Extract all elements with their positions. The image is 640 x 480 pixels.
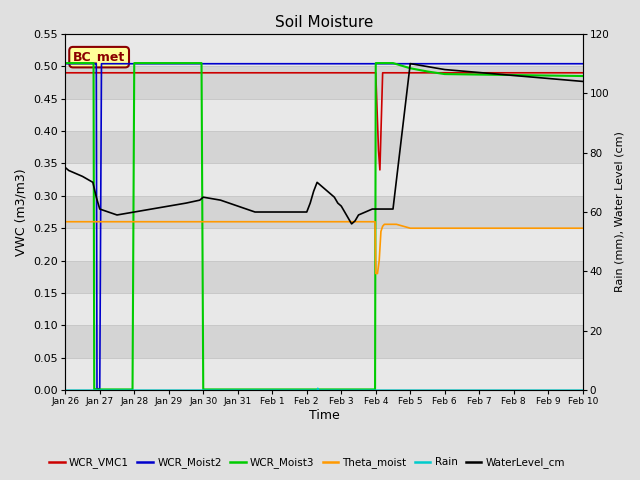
Bar: [65, 358, 583, 390]
Bar: [65, 293, 583, 325]
Bar: [65, 261, 583, 293]
X-axis label: Time: Time: [308, 409, 339, 422]
Bar: [65, 228, 583, 261]
Bar: [65, 131, 583, 164]
Y-axis label: Rain (mm), Water Level (cm): Rain (mm), Water Level (cm): [615, 132, 625, 292]
Bar: [65, 164, 583, 196]
Bar: [65, 325, 583, 358]
Title: Soil Moisture: Soil Moisture: [275, 15, 373, 30]
Bar: [65, 66, 583, 99]
Bar: [65, 99, 583, 131]
Legend: WCR_VMC1, WCR_Moist2, WCR_Moist3, Theta_moist, Rain, WaterLevel_cm: WCR_VMC1, WCR_Moist2, WCR_Moist3, Theta_…: [45, 453, 570, 472]
Y-axis label: VWC (m3/m3): VWC (m3/m3): [15, 168, 28, 256]
Bar: [65, 34, 583, 66]
Text: BC_met: BC_met: [73, 51, 125, 64]
Bar: [65, 196, 583, 228]
